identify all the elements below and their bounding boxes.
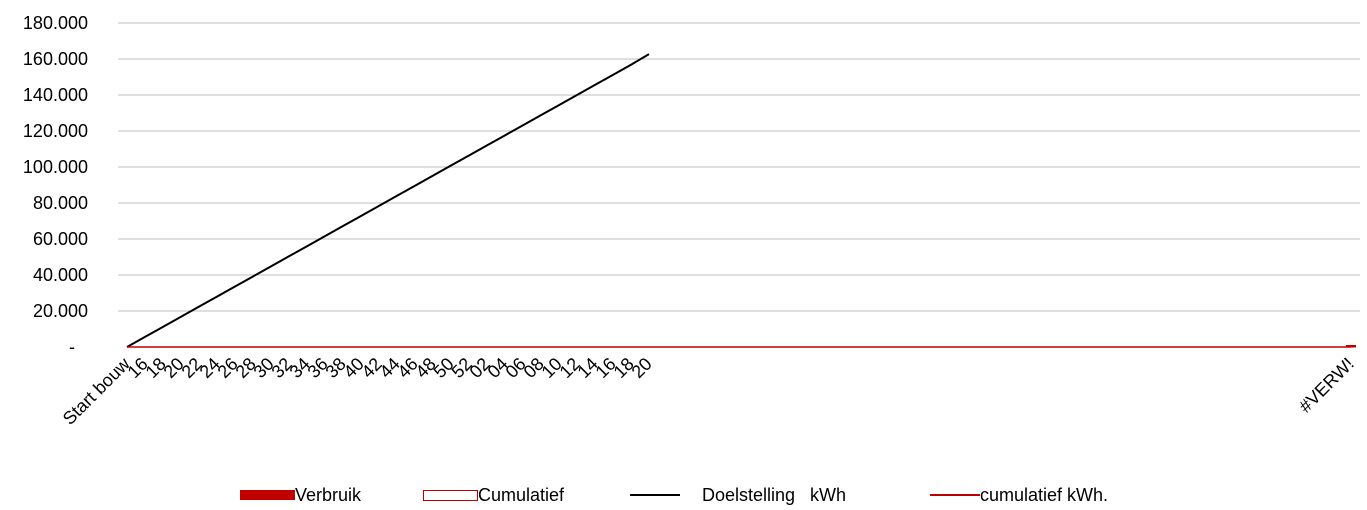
legend-item-cumulatief-kwh: cumulatief kWh. (930, 480, 1108, 510)
y-tick-label: 180.000 (23, 13, 88, 33)
chart-canvas: - 20.000 40.000 60.000 80.000 100.000 120.000 1… (23, 13, 1360, 429)
y-tick-label: 20.000 (33, 301, 88, 321)
y-tick-label: - (69, 337, 75, 357)
legend-label-cumulatief: Cumulatief (478, 484, 565, 505)
x-axis-ticks: Start bouw161820222426283032343638404244… (59, 353, 1358, 429)
y-tick-label: 80.000 (33, 193, 88, 213)
y-axis-ticks: - 20.000 40.000 60.000 80.000 100.000 120.000 1… (23, 13, 88, 357)
y-tick-label: 40.000 (33, 265, 88, 285)
y-tick-label: 160.000 (23, 49, 88, 69)
legend-item-verbruik: Verbruik (240, 480, 361, 510)
gridlines (118, 22, 1360, 312)
legend-swatch-doelstelling (630, 494, 680, 496)
series-marks (126, 53, 1356, 348)
x-tick-label: #VERW! (1295, 354, 1358, 417)
x-tick-label: 20 (628, 354, 656, 382)
legend-swatch-verbruik (240, 490, 295, 500)
y-tick-label: 140.000 (23, 85, 88, 105)
y-tick-label: 100.000 (23, 157, 88, 177)
series-line (126, 53, 650, 348)
legend-item-doelstelling: Doelstelling kWh (630, 480, 846, 510)
x-tick-label: Start bouw (59, 353, 135, 429)
legend-item-cumulatief: Cumulatief (423, 480, 564, 510)
legend-swatch-cumulatief-kwh (930, 494, 980, 496)
legend-swatch-cumulatief (423, 489, 478, 501)
y-tick-label: 60.000 (33, 229, 88, 249)
legend-label-doelstelling: Doelstelling kWh (702, 484, 847, 505)
legend: Verbruik Cumulatief Doelstelling kWh cum… (0, 480, 1367, 510)
legend-label-verbruik: Verbruik (295, 484, 362, 505)
legend-label-cumulatief-kwh: cumulatief kWh. (980, 484, 1109, 505)
y-tick-label: 120.000 (23, 121, 88, 141)
